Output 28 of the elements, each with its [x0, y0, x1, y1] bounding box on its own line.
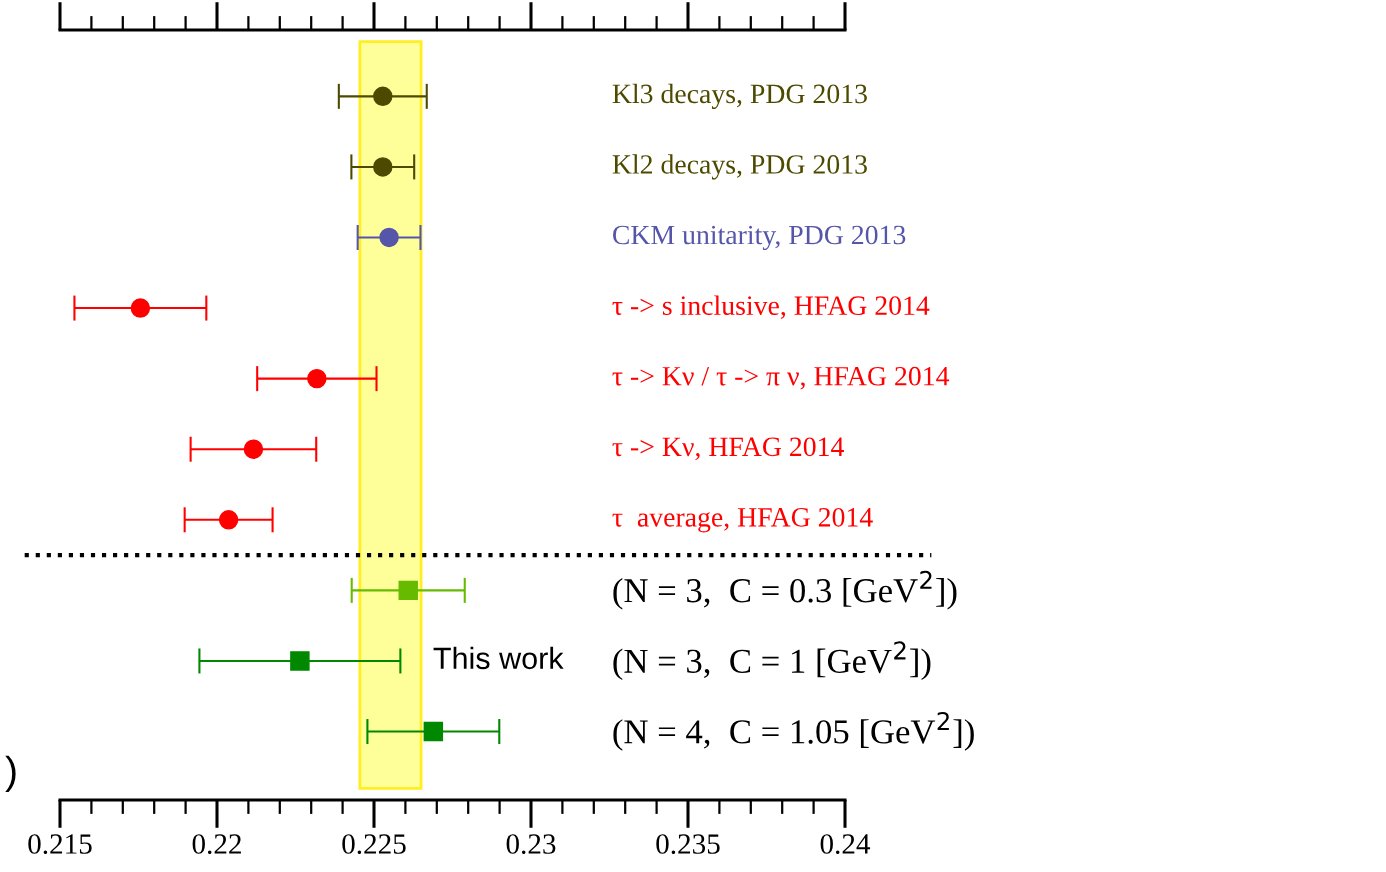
point	[398, 580, 418, 601]
y-tick-label: CKM unitarity, PDG 2013	[613, 225, 906, 251]
y-tick-label: τ -> Kν, HFAG 2014	[612, 437, 844, 461]
y-tick-label: τ -> s inclusive, HFAG 2014	[612, 295, 930, 320]
point	[218, 510, 239, 530]
point	[373, 157, 393, 177]
y-tick-label: (N = 3, C = 0.3 [GeV$^{2}$])	[613, 570, 957, 610]
y-tick-label: (N = 3, C = 1 [GeV$^{2}$])	[613, 641, 931, 681]
point	[130, 298, 151, 318]
x-tick-label: 0.23	[506, 834, 556, 854]
point	[373, 86, 393, 107]
y-tick-label: Kl3 decays, PDG 2013	[612, 83, 867, 109]
x-tick-label: 0.225	[342, 834, 406, 854]
y-tick-label: τ average, HFAG 2014	[612, 507, 873, 533]
x-tick-label: 0.215	[28, 834, 92, 854]
x-tick-label: 0.235	[656, 834, 720, 854]
text: )	[5, 755, 16, 792]
point	[290, 651, 310, 671]
point	[379, 227, 399, 248]
point	[423, 721, 444, 742]
annotation: This work	[433, 646, 564, 670]
x-tick-label: 0.22	[192, 834, 241, 854]
y-tick-label: (N = 4, C = 1.05 [GeV$^{2}$])	[613, 711, 974, 751]
y-tick-label: τ -> Kν / τ -> π ν, HFAG 2014	[612, 366, 950, 390]
point	[243, 439, 264, 459]
x-tick-label: 0.24	[820, 834, 871, 854]
point	[307, 368, 327, 389]
y-tick-label: Kl2 decays, PDG 2013	[612, 154, 867, 180]
